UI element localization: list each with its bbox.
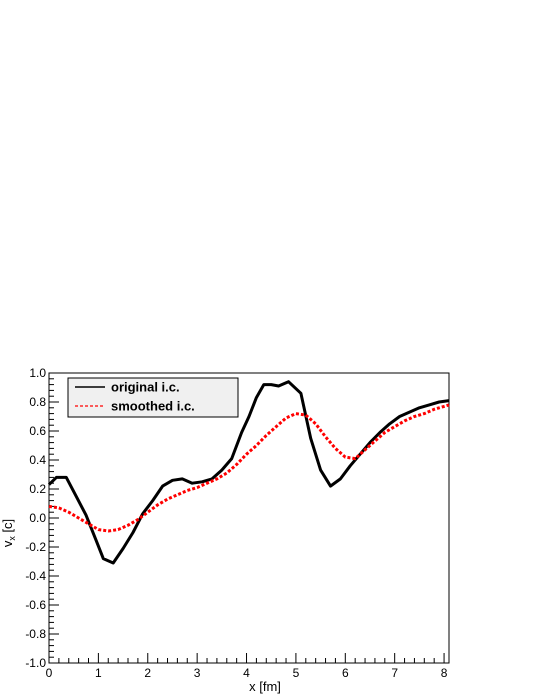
x-tick-label: 0 <box>46 666 53 680</box>
y-tick-label: 0.0 <box>29 511 46 525</box>
y-tick-label: 0.8 <box>29 395 46 409</box>
y-tick-label: -0.8 <box>25 627 46 641</box>
y-axis-title: vx [c] <box>0 519 17 547</box>
y-tick-label: 0.4 <box>29 453 46 467</box>
x-tick-label: 1 <box>95 666 102 680</box>
legend-label-original: original i.c. <box>111 380 180 395</box>
x-axis-title: x [fm] <box>249 679 281 694</box>
y-tick-label: 0.2 <box>29 482 46 496</box>
series-line-original <box>47 380 450 565</box>
x-tick-label: 5 <box>293 666 300 680</box>
y-axis: -1.0 -0.8 -0.6 -0.4 -0.2 0.0 0.2 0.4 0.6 0.8 1.0 <box>25 366 59 670</box>
x-tick-label: 2 <box>144 666 151 680</box>
legend-box <box>67 377 239 418</box>
x-axis: 0 1 2 3 4 5 6 7 8 <box>46 653 448 680</box>
x-tick-label: 4 <box>243 666 250 680</box>
y-tick-label: -1.0 <box>25 656 46 670</box>
y-axis-title-unit: [c] <box>0 519 15 536</box>
y-axis-title-sub: x <box>7 536 17 541</box>
legend-label-smoothed: smoothed i.c. <box>111 399 195 414</box>
x-tick-label: 3 <box>194 666 201 680</box>
series-line-smoothed <box>48 403 450 533</box>
y-tick-label: -0.6 <box>25 598 46 612</box>
legend: original i.c. smoothed i.c. <box>67 377 239 418</box>
x-tick-label: 6 <box>342 666 349 680</box>
y-tick-label: -0.2 <box>25 540 46 554</box>
x-tick-label: 8 <box>441 666 448 680</box>
x-tick-label: 7 <box>391 666 398 680</box>
series-layer <box>47 380 450 565</box>
y-tick-label: 1.0 <box>29 366 46 380</box>
y-tick-label: -0.4 <box>25 569 46 583</box>
y-axis-title-main: v <box>0 540 15 547</box>
y-tick-label: 0.6 <box>29 424 46 438</box>
